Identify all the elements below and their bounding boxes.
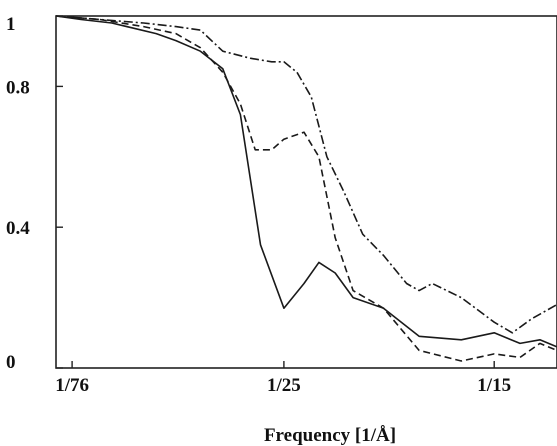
series-line-2 (56, 16, 557, 361)
y-tick-label-1: 0 (6, 352, 16, 373)
x-axis-title: Frequency [1/Å] (264, 425, 396, 446)
x-tick-label-2: 1/25 (267, 375, 301, 396)
y-tick-label-3: 0.8 (6, 77, 30, 98)
series-line-1 (56, 16, 557, 347)
y-tick-label-2: 0.4 (6, 218, 30, 239)
tick-layer: 1/76 1/25 1/15 0 0.4 0.8 1 (6, 14, 511, 396)
series-line-3 (56, 16, 557, 333)
x-tick-label-3: 1/15 (477, 375, 511, 396)
plot-frame (56, 16, 557, 368)
series-layer (56, 16, 557, 361)
x-tick-label-1: 1/76 (55, 375, 89, 396)
y-tick-label-4: 1 (6, 14, 16, 35)
